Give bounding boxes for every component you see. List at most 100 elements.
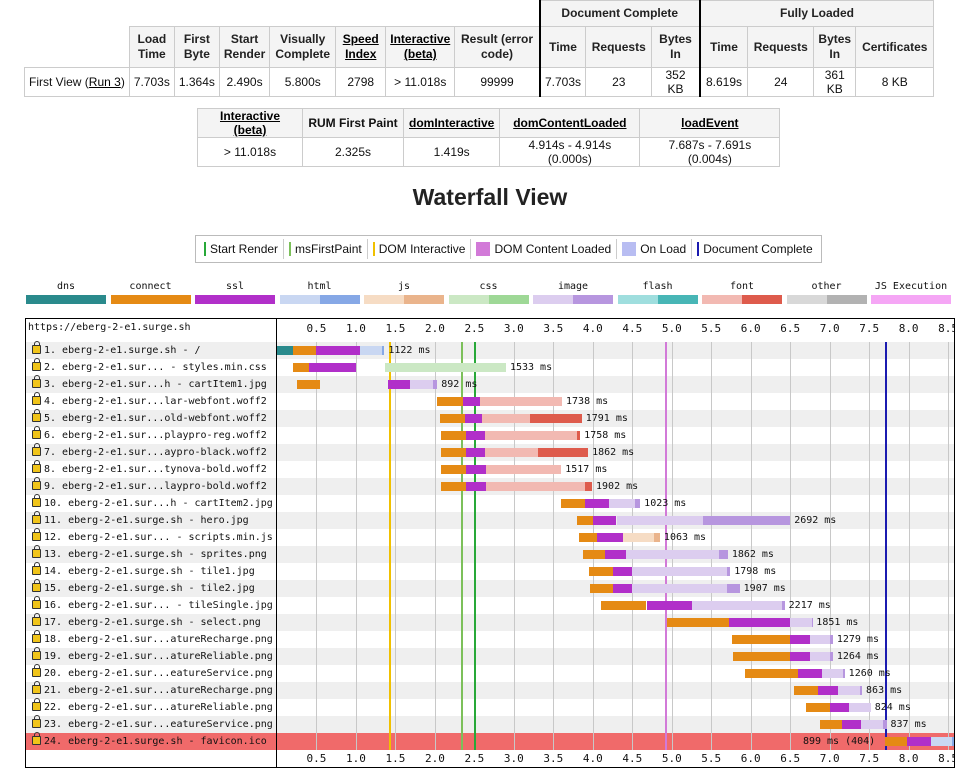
- axis-tick-label: 5.0: [661, 752, 682, 765]
- metric-interactive-link[interactable]: Interactive (beta): [219, 109, 281, 137]
- request-name[interactable]: 20. eberg-2-e1.sur...eatureService.png: [32, 664, 273, 682]
- type-legend-swatch: [279, 295, 360, 304]
- request-name[interactable]: 15. eberg-2-e1.surge.sh - tile2.jpg: [32, 579, 255, 597]
- lock-icon: [32, 596, 41, 609]
- first-view-label: First View (Run 3): [24, 67, 130, 97]
- request-duration: 1260 ms: [848, 668, 891, 679]
- request-name[interactable]: 7. eberg-2-e1.sur...aypro-black.woff2: [32, 443, 267, 461]
- metric-dom-content-loaded-link[interactable]: domContentLoaded: [513, 116, 627, 130]
- interactive-link[interactable]: Interactive (beta): [390, 32, 451, 61]
- bar-segment-connect: [441, 482, 466, 491]
- request-name[interactable]: 24. eberg-2-e1.surge.sh - favicon.ico: [32, 732, 267, 750]
- request-name[interactable]: 9. eberg-2-e1.sur...laypro-bold.woff2: [32, 477, 267, 495]
- interactive-header[interactable]: Interactive (beta): [385, 26, 456, 68]
- request-name[interactable]: 11. eberg-2-e1.surge.sh - hero.jpg: [32, 511, 249, 529]
- bar-segment-wait: [485, 448, 538, 457]
- request-name[interactable]: 21. eberg-2-e1.sur...atureRecharge.png: [32, 681, 273, 699]
- metric-load-event-value: 7.687s - 7.691s (0.004s): [639, 137, 781, 167]
- marker-legend-label: DOM Content Loaded: [494, 242, 612, 256]
- type-legend-label: html: [307, 281, 332, 292]
- request-name[interactable]: 8. eberg-2-e1.sur...tynova-bold.woff2: [32, 460, 267, 478]
- request-row[interactable]: [26, 733, 954, 750]
- axis-tick-label: 6.0: [740, 322, 761, 335]
- request-name[interactable]: 10. eberg-2-e1.sur...h - cartItem2.jpg: [32, 494, 273, 512]
- bar-segment-connect: [582, 550, 605, 559]
- speed-index-link[interactable]: Speed Index: [342, 32, 379, 61]
- bar-segment-connect: [437, 397, 463, 406]
- request-name[interactable]: 12. eberg-2-e1.sur... - scripts.min.js: [32, 528, 273, 546]
- request-duration: 2217 ms: [788, 600, 831, 611]
- request-row[interactable]: [26, 716, 954, 733]
- lock-icon: [32, 477, 41, 490]
- lock-icon: [32, 715, 41, 728]
- metric-dom-content-loaded-value: 4.914s - 4.914s (0.000s): [499, 137, 641, 167]
- request-label: 11. eberg-2-e1.surge.sh - hero.jpg: [44, 515, 249, 526]
- metric-dom-interactive-header[interactable]: domInteractive: [402, 108, 501, 138]
- run-link[interactable]: Run 3: [88, 75, 121, 89]
- request-duration: 1122 ms: [388, 345, 431, 356]
- bar-segment-wait: [837, 686, 860, 695]
- axis-tick-label: 1.5: [385, 322, 406, 335]
- request-row[interactable]: [26, 342, 954, 359]
- request-name[interactable]: 18. eberg-2-e1.sur...atureRecharge.png: [32, 630, 273, 648]
- metric-interactive-header[interactable]: Interactive (beta): [197, 108, 303, 138]
- visually-complete-header: Visually Complete: [269, 26, 337, 68]
- request-name[interactable]: 22. eberg-2-e1.sur...atureReliable.png: [32, 698, 273, 716]
- type-legend-item: html: [279, 281, 360, 304]
- request-name[interactable]: 2. eberg-2-e1.sur... - styles.min.css: [32, 358, 267, 376]
- bar-segment-recv: [703, 516, 791, 525]
- request-name[interactable]: 14. eberg-2-e1.surge.sh - tile1.jpg: [32, 562, 255, 580]
- bar-segment-wait: [622, 533, 655, 542]
- marker-legend-item: DOM Interactive: [368, 239, 472, 259]
- group-document-complete: Document Complete: [538, 0, 701, 27]
- dc-time-header: Time: [538, 26, 587, 68]
- request-name[interactable]: 1. eberg-2-e1.surge.sh - /: [32, 341, 201, 359]
- marker-legend-label: msFirstPaint: [295, 242, 362, 256]
- metric-dom-content-loaded-header[interactable]: domContentLoaded: [499, 108, 641, 138]
- lock-icon: [32, 698, 41, 711]
- bar-segment-ssl: [316, 346, 360, 355]
- metric-rum-first-paint-value: 2.325s: [302, 137, 404, 167]
- bar-segment-recv: [843, 669, 845, 678]
- request-name[interactable]: 4. eberg-2-e1.sur...lar-webfont.woff2: [32, 392, 267, 410]
- metric-load-event-link[interactable]: loadEvent: [681, 116, 739, 130]
- type-legend-label: font: [729, 281, 755, 292]
- axis-tick-label: 3.5: [543, 752, 564, 765]
- request-name[interactable]: 13. eberg-2-e1.surge.sh - sprites.png: [32, 545, 267, 563]
- bar-segment-wait: [691, 601, 783, 610]
- request-name[interactable]: 3. eberg-2-e1.sur...h - cartItem1.jpg: [32, 375, 267, 393]
- gridline: [632, 342, 634, 750]
- marker-legend-swatch: [697, 242, 700, 256]
- metric-rum-first-paint-header: RUM First Paint: [302, 108, 404, 138]
- request-name[interactable]: 23. eberg-2-e1.sur...eatureService.png: [32, 715, 273, 733]
- marker-legend-label: Start Render: [210, 242, 279, 256]
- gridline: [592, 342, 594, 750]
- request-label: 20. eberg-2-e1.sur...eatureService.png: [44, 668, 273, 679]
- bar-segment-recv: [782, 601, 785, 610]
- request-row[interactable]: [26, 682, 954, 699]
- request-label: 8. eberg-2-e1.sur...tynova-bold.woff2: [44, 464, 267, 475]
- gridline: [750, 342, 752, 750]
- request-name[interactable]: 17. eberg-2-e1.surge.sh - select.png: [32, 613, 261, 631]
- request-name[interactable]: 6. eberg-2-e1.sur...playpro-reg.woff2: [32, 426, 267, 444]
- request-name[interactable]: 19. eberg-2-e1.sur...atureReliable.png: [32, 647, 273, 665]
- request-name[interactable]: 5. eberg-2-e1.sur...old-webfont.woff2: [32, 409, 267, 427]
- metric-dom-interactive-link[interactable]: domInteractive: [409, 116, 495, 130]
- lock-icon: [32, 494, 41, 507]
- bar-segment-ssl: [728, 618, 791, 627]
- marker-legend-item: On Load: [617, 239, 693, 259]
- type-legend-label: dns: [56, 281, 76, 292]
- lock-icon: [32, 562, 41, 575]
- bar-segment-ssl: [465, 431, 485, 440]
- bar-segment-ssl: [308, 363, 356, 372]
- certificates-value: 8 KB: [855, 67, 935, 97]
- bar-segment-wait: [409, 380, 433, 389]
- fl-requests-header: Requests: [747, 26, 815, 68]
- request-name[interactable]: 16. eberg-2-e1.sur... - tileSingle.jpg: [32, 596, 273, 614]
- request-row[interactable]: [26, 648, 954, 665]
- bar-segment-connect: [884, 737, 908, 746]
- speed-index-header[interactable]: Speed Index: [335, 26, 387, 68]
- request-row[interactable]: [26, 376, 954, 393]
- interactive-value: > 11.018s: [385, 67, 456, 97]
- metric-load-event-header[interactable]: loadEvent: [639, 108, 781, 138]
